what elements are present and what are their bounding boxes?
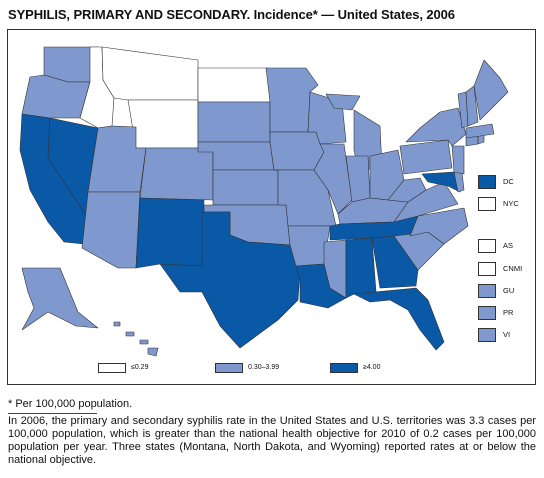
us-map: [19, 46, 509, 357]
legend-low-swatch: [98, 363, 126, 373]
state-nh: [465, 85, 479, 127]
map-frame: DC NYC AS CNMI GU PR VI: [7, 29, 536, 385]
legend-gu: GU: [478, 284, 544, 300]
legend-dc-swatch: [478, 175, 496, 189]
state-me: [473, 59, 509, 121]
state-pa: [399, 139, 453, 175]
state-ma: [465, 123, 495, 139]
legend-pr: PR: [478, 306, 544, 322]
legend-high-swatch: [330, 363, 358, 373]
caption: In 2006, the primary and secondary syphi…: [8, 415, 536, 466]
state-nd: [197, 67, 271, 103]
state-wv: [387, 177, 427, 203]
footnote-rule: [8, 413, 97, 414]
legend-gu-label: GU: [503, 286, 515, 295]
legend-mid-label: 0.30–3.99: [248, 364, 280, 371]
state-sd: [197, 101, 271, 143]
legend-low-label: ≤0.29: [131, 364, 149, 371]
legend-as-swatch: [478, 239, 496, 253]
legend-pr-swatch: [478, 306, 496, 320]
state-nj: [451, 145, 465, 175]
legend-gu-swatch: [478, 284, 496, 298]
map-title: SYPHILIS, PRIMARY AND SECONDARY. Inciden…: [8, 7, 455, 22]
state-ak: [21, 267, 99, 331]
state-al: [345, 237, 377, 299]
legend-high-label: ≥4.00: [363, 364, 381, 371]
legend-dc: DC: [478, 175, 544, 191]
state-nm: [135, 197, 205, 269]
legend-pr-label: PR: [503, 308, 514, 317]
legend-cnmi-swatch: [478, 262, 496, 276]
legend-vi-label: VI: [503, 330, 511, 339]
state-ms: [323, 239, 347, 299]
legend-vi-swatch: [478, 328, 496, 342]
state-mt: [101, 46, 199, 101]
state-tx: [159, 211, 301, 349]
state-ks: [212, 169, 279, 206]
legend-dc-label: DC: [503, 177, 514, 186]
state-ia: [269, 131, 325, 171]
legend-nyc-swatch: [478, 197, 496, 211]
legend-mid-swatch: [215, 363, 243, 373]
state-hi: [113, 321, 159, 357]
legend-as-label: AS: [503, 241, 514, 250]
state-wy: [127, 99, 199, 149]
state-md: [421, 171, 461, 193]
legend-cnmi: CNMI: [478, 262, 544, 278]
state-co: [139, 147, 214, 201]
legend-nyc: NYC: [478, 197, 544, 213]
legend-cnmi-label: CNMI: [503, 264, 523, 273]
state-ny: [405, 107, 467, 147]
legend-nyc-label: NYC: [503, 199, 519, 208]
footnote: * Per 100,000 population.: [8, 398, 133, 410]
legend-as: AS: [478, 239, 544, 255]
state-il: [313, 143, 353, 215]
state-fl: [353, 287, 445, 351]
state-az: [81, 191, 141, 269]
state-ga: [371, 235, 419, 289]
legend-vi: VI: [478, 328, 544, 344]
